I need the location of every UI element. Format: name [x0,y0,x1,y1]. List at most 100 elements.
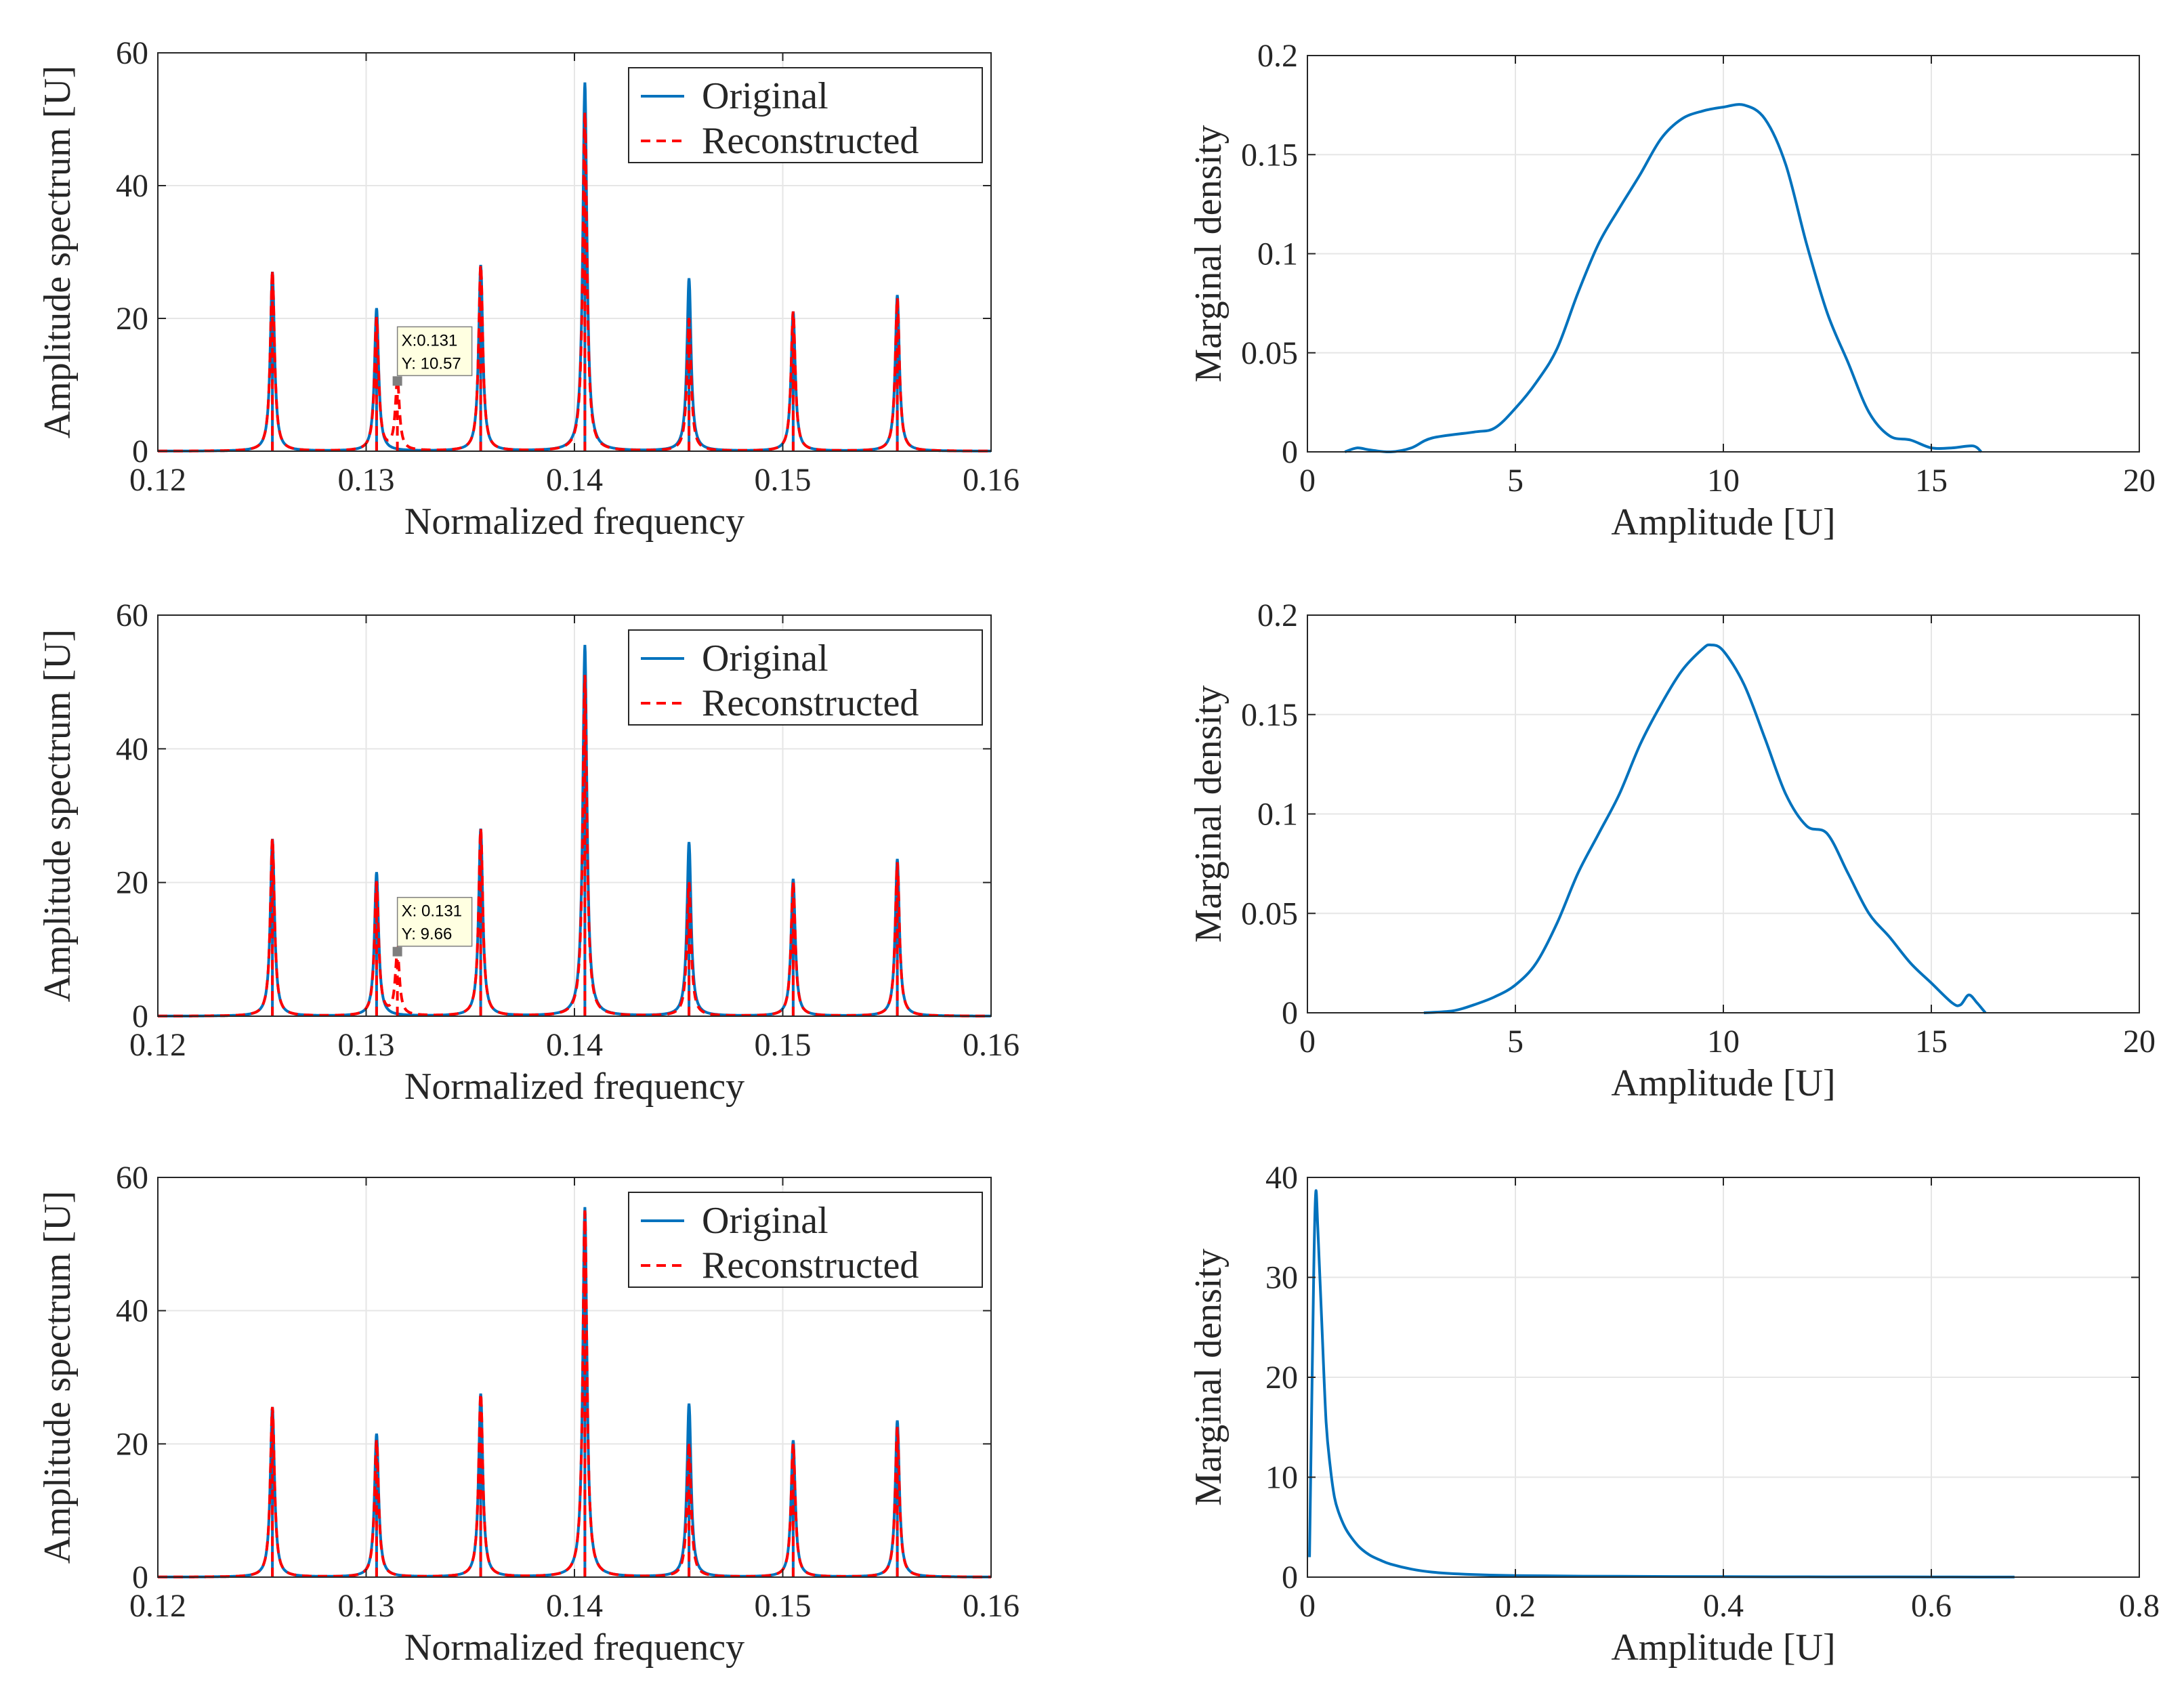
xtick-label: 0.14 [546,1588,603,1624]
datatip-x: X: 0.131 [402,902,462,921]
ytick-label: 40 [116,168,148,204]
ytick-label: 0 [132,434,148,469]
legend[interactable]: Original Reconstructed [628,1192,983,1288]
legend-label-reconstructed: Reconstructed [702,682,919,724]
legend[interactable]: Original Reconstructed [628,629,983,726]
ytick-label: 0.1 [1257,797,1298,833]
ytick-label: 0.1 [1257,236,1298,272]
datatip[interactable]: X:0.131 Y: 10.57 [392,326,473,386]
ytick-label: 20 [116,865,148,901]
series [1308,1189,2015,1578]
series-reconstructed [158,675,991,1018]
datatip[interactable]: X: 0.131 Y: 9.66 [392,896,473,957]
ytick-label: 20 [1265,1360,1298,1396]
grid [1307,1177,2140,1578]
series [158,1207,991,1578]
series [1423,643,1987,1014]
ytick-label: 60 [116,598,148,633]
ytick-label: 0 [1282,995,1298,1031]
xtick-label: 0.15 [755,1588,812,1624]
xtick-label: 0.12 [129,462,186,498]
y-axis-label: Marginal density [1188,1249,1230,1506]
ytick-label: 0.05 [1241,335,1298,371]
legend[interactable]: Original Reconstructed [628,67,983,163]
panel-spectrum-2: 0.12 0.13 0.14 0.15 0.16 0 20 40 60 Norm… [37,598,1020,1108]
grid [1307,55,2140,453]
ytick-label: 0 [1282,434,1298,470]
ytick-label: 10 [1265,1460,1298,1496]
series-density [1423,643,1987,1014]
xtick-label: 5 [1507,463,1524,499]
panel-spectrum-1: 0.12 0.13 0.14 0.15 0.16 0 20 40 60 Norm… [37,35,1020,543]
panel-spectrum-3: 0.12 0.13 0.14 0.15 0.16 0 20 40 60 Norm… [37,1160,1020,1669]
legend-label-reconstructed: Reconstructed [702,120,919,162]
ytick-label: 0 [132,1560,148,1595]
ytick-label: 30 [1265,1260,1298,1296]
series-density [1308,1189,2015,1578]
xtick-label: 0 [1299,1588,1316,1624]
xtick-label: 0.12 [129,1588,186,1624]
datatip-box [396,326,473,377]
ytick-label: 60 [116,1160,148,1196]
xtick-label: 20 [2123,463,2156,499]
legend-label-original: Original [702,1200,828,1242]
xtick-label: 15 [1915,463,1948,499]
series-reconstructed [158,1210,991,1578]
xtick-label: 10 [1707,1024,1740,1060]
xtick-label: 0.13 [338,462,395,498]
x-axis-label: Amplitude [U] [1611,1062,1835,1104]
grid [1307,614,2140,1013]
ytick-label: 0 [1282,1560,1298,1595]
ytick-label: 0.15 [1241,697,1298,733]
ticks [1307,55,2140,453]
ytick-label: 20 [116,1426,148,1462]
ticks [157,52,992,452]
xtick-label: 0.16 [963,1588,1020,1624]
series [158,644,992,1018]
x-axis-label: Amplitude [U] [1611,1627,1835,1669]
xtick-label: 20 [2123,1024,2156,1060]
xtick-label: 0.4 [1703,1588,1744,1624]
ytick-label: 0.05 [1241,896,1298,932]
legend-label-original: Original [702,75,828,117]
ytick-label: 0.15 [1241,137,1298,173]
datatip-y: Y: 10.57 [402,354,461,373]
ticks [1307,1177,2140,1578]
ticks [1307,614,2140,1013]
xtick-label: 15 [1915,1024,1948,1060]
datatip-x: X:0.131 [402,331,458,350]
xtick-label: 0 [1299,463,1316,499]
legend-box [628,67,983,163]
xtick-label: 0.8 [2119,1588,2160,1624]
ytick-label: 40 [116,1293,148,1329]
xtick-label: 0.2 [1495,1588,1536,1624]
x-axis-label: Normalized frequency [404,1066,744,1108]
panel-density-2: 0 5 10 15 20 0 0.05 0.1 0.15 0.2 Amplitu… [1188,598,2156,1104]
xtick-label: 0.15 [755,462,812,498]
datatip-marker [392,946,402,957]
xtick-label: 0.14 [546,462,603,498]
xtick-label: 0.6 [1911,1588,1952,1624]
y-axis-label: Amplitude spectrum [U] [37,1191,79,1564]
xtick-label: 0.14 [546,1027,603,1063]
ytick-label: 0.2 [1257,598,1298,633]
xtick-label: 0.16 [963,1027,1020,1063]
datatip-marker [392,376,402,386]
legend-label-reconstructed: Reconstructed [702,1244,919,1286]
xtick-label: 0.12 [129,1027,186,1063]
ytick-label: 60 [116,35,148,71]
series [158,82,991,453]
panel-density-3: 0 0.2 0.4 0.6 0.8 0 10 20 30 40 Amplitud… [1188,1160,2160,1669]
datatip-y: Y: 9.66 [402,925,453,944]
xtick-label: 0.13 [338,1027,395,1063]
xtick-label: 0 [1299,1024,1316,1060]
series [1344,103,1983,454]
x-axis-label: Normalized frequency [404,1627,744,1669]
ytick-label: 40 [1265,1160,1298,1196]
legend-box [628,629,983,726]
ytick-label: 40 [116,731,148,767]
ytick-label: 0 [132,999,148,1034]
x-axis-label: Normalized frequency [404,501,744,543]
y-axis-label: Marginal density [1188,685,1230,942]
